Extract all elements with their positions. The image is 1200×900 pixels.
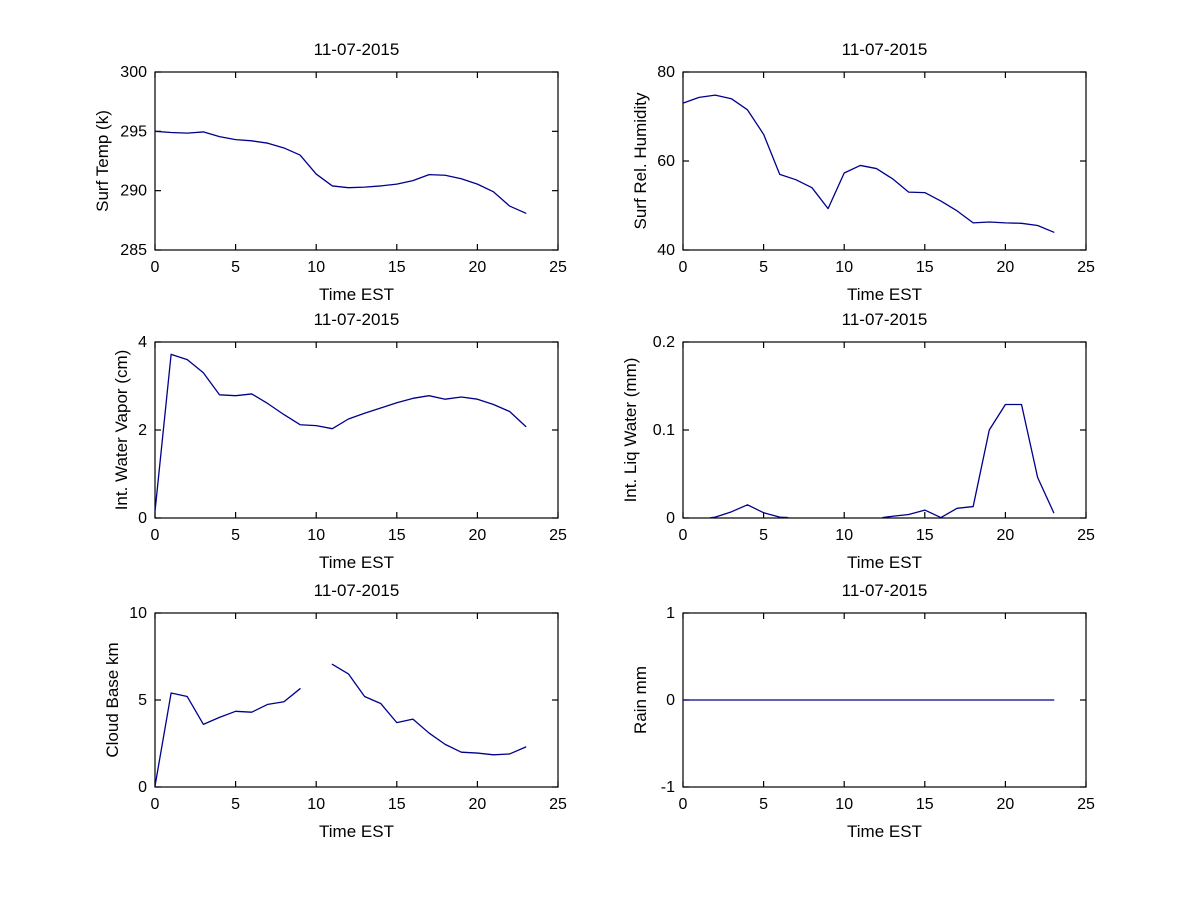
x-tick-label: 0 [151,259,160,276]
x-tick-label: 5 [231,796,240,813]
y-tick-label: 4 [138,334,147,351]
x-tick-label: 25 [549,259,567,276]
y-tick-label: 0 [138,779,147,796]
x-tick-label: 10 [307,527,325,544]
x-tick-label: 10 [307,259,325,276]
x-tick-label: 20 [469,527,487,544]
axes-box [154,341,559,519]
x-tick-label: 10 [835,527,853,544]
x-tick-label: 25 [549,527,567,544]
plot-canvas-surf-rel-humidity: 0 5 10 15 20 25 40 60 80 [657,64,1095,276]
x-tick-label: 5 [759,527,768,544]
x-axis-label: Time EST [847,285,922,304]
x-tick-label: 15 [916,527,934,544]
y-tick-label: 0 [138,510,147,527]
plot-title: 11-07-2015 [313,310,400,329]
y-tick-label: 10 [129,605,147,622]
x-tick-label: 5 [759,796,768,813]
x-tick-label: 15 [388,527,406,544]
axes-box [154,612,559,788]
data-line [154,353,527,513]
y-tick-label: -1 [661,779,675,796]
x-tick-label: 0 [679,527,688,544]
data-line [882,403,1055,519]
x-tick-label: 0 [679,259,688,276]
plot-canvas-surf-temp: 0 5 10 15 20 25 285 290 295 300 [120,64,567,276]
y-tick-label: 295 [120,123,147,140]
x-tick-label: 25 [1077,527,1095,544]
x-axis-label: Time EST [847,822,922,841]
data-line [331,663,527,756]
x-tick-label: 15 [916,259,934,276]
plot-canvas-int-liq-water: 0 5 10 15 20 25 0 0.1 0.2 [653,334,1095,544]
y-tick-label: 80 [657,64,675,81]
y-tick-label: 5 [138,692,147,709]
y-tick-label: 0.2 [653,334,675,351]
x-axis-label: Time EST [319,285,394,304]
plot-title: 11-07-2015 [841,310,928,329]
x-tick-label: 15 [388,796,406,813]
plot-canvas-rain: 0 5 10 15 20 25-101 [661,605,1095,813]
plot-title: 11-07-2015 [313,40,400,59]
x-tick-label: 5 [231,527,240,544]
y-tick-label: 1 [666,605,675,622]
y-tick-label: 40 [657,242,675,259]
plot-title: 11-07-2015 [841,581,928,600]
x-tick-label: 5 [231,259,240,276]
plot-canvas-int-water-vapor: 0 5 10 15 20 25 0 2 4 [138,334,567,544]
x-tick-label: 15 [388,259,406,276]
y-tick-label: 0.1 [653,422,675,439]
plot-canvas-cloud-base: 0 5 10 15 20 25 0 5 10 [129,605,567,813]
x-tick-label: 10 [307,796,325,813]
y-tick-label: 2 [138,422,147,439]
x-tick-label: 20 [997,796,1015,813]
x-tick-label: 15 [916,796,934,813]
data-line [682,94,1055,233]
x-tick-label: 20 [469,796,487,813]
x-tick-label: 20 [997,259,1015,276]
x-tick-label: 10 [835,796,853,813]
x-tick-label: 25 [1077,259,1095,276]
x-tick-label: 25 [1077,796,1095,813]
y-tick-label: 285 [120,242,147,259]
y-tick-label: 0 [666,510,675,527]
data-line [154,688,301,787]
x-tick-label: 10 [835,259,853,276]
x-tick-label: 25 [549,796,567,813]
plot-title: 11-07-2015 [313,581,400,600]
x-tick-label: 0 [151,527,160,544]
x-tick-label: 0 [151,796,160,813]
x-axis-label: Time EST [847,553,922,572]
x-tick-label: 20 [997,527,1015,544]
plot-title: 11-07-2015 [841,40,928,59]
x-tick-label: 5 [759,259,768,276]
x-axis-label: Time EST [319,553,394,572]
x-axis-label: Time EST [319,822,394,841]
x-tick-label: 20 [469,259,487,276]
y-tick-label: 60 [657,153,675,170]
axes-box [154,71,559,251]
data-line [709,504,789,519]
y-tick-label: 0 [666,692,675,709]
y-tick-label: 300 [120,64,147,81]
axes-box [682,341,1087,519]
data-line [154,130,527,214]
x-tick-label: 0 [679,796,688,813]
y-tick-label: 290 [120,183,147,200]
